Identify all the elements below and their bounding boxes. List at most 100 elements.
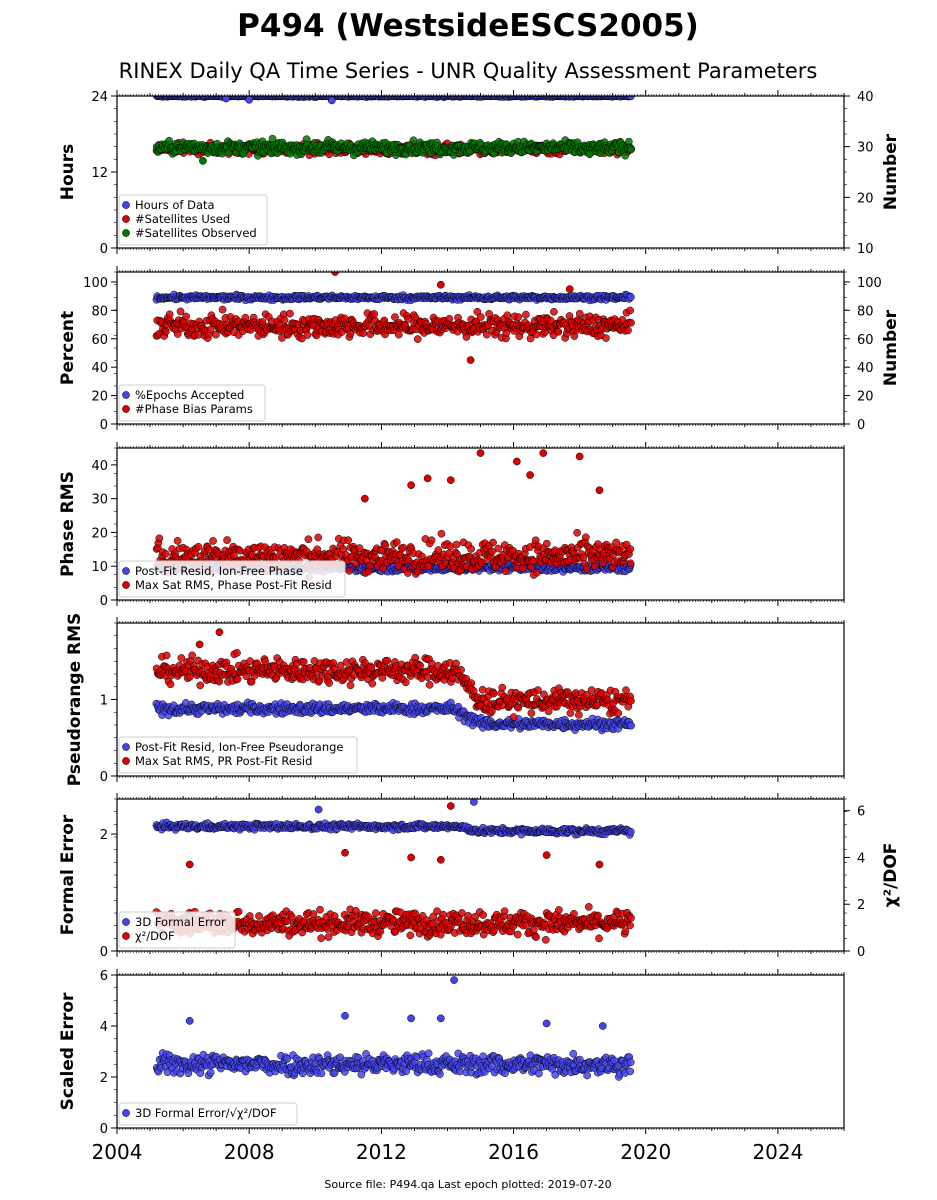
legend: Hours of Data#Satellites Used#Satellites… — [118, 194, 268, 246]
outlier-point — [526, 471, 534, 479]
y2-tick-label: 20 — [857, 390, 874, 405]
series-3 — [152, 134, 635, 165]
data-point — [602, 334, 610, 342]
data-point — [501, 567, 510, 576]
y2-tick-label: 40 — [857, 90, 874, 105]
y-tick-label: 20 — [91, 390, 108, 405]
data-point — [532, 330, 541, 339]
data-point — [467, 545, 475, 553]
outlier-point — [360, 494, 369, 503]
y-tick-label: 0 — [100, 418, 108, 433]
legend-label: %Epochs Accepted — [135, 388, 244, 402]
y-tick-label: 30 — [91, 493, 108, 508]
y-tick-label: 20 — [91, 526, 108, 541]
data-point — [209, 537, 217, 545]
y-tick-label: 0 — [100, 242, 108, 257]
legend-label: #Satellites Used — [135, 212, 230, 226]
data-point — [215, 677, 224, 686]
outlier-point — [215, 628, 224, 637]
legend-label: Max Sat RMS, Phase Post-Fit Resid — [135, 578, 332, 592]
data-point — [162, 651, 171, 660]
data-point — [522, 310, 530, 319]
y2-tick-label: 10 — [857, 242, 874, 257]
outlier-point — [585, 150, 594, 159]
y-tick-label: 80 — [91, 304, 108, 319]
data-point — [452, 659, 460, 668]
outlier-point — [407, 481, 415, 490]
data-point — [188, 651, 196, 660]
outlier-point — [513, 457, 521, 466]
data-point — [503, 311, 512, 320]
y-tick-label: 1 — [100, 694, 108, 709]
data-point — [457, 665, 465, 674]
data-point — [211, 330, 220, 339]
data-point — [622, 686, 630, 695]
data-point — [166, 680, 175, 689]
data-point — [344, 536, 353, 545]
data-point — [173, 537, 182, 545]
data-point — [425, 680, 434, 689]
data-point — [498, 683, 507, 692]
y-axis-label: Hours — [58, 144, 78, 201]
data-point — [575, 309, 584, 318]
y2-axis-label: Number — [881, 309, 901, 386]
legend-marker — [122, 757, 130, 765]
data-point — [194, 542, 203, 551]
data-point — [427, 536, 436, 545]
data-point — [271, 553, 280, 562]
figure-title: P494 (WestsideESCS2005) — [237, 8, 699, 44]
data-point — [345, 566, 354, 575]
legend-marker — [122, 201, 130, 209]
outlier-point — [446, 476, 455, 484]
data-point — [478, 685, 487, 694]
legend-marker — [122, 581, 130, 589]
y2-tick-label: 40 — [857, 361, 874, 376]
data-point — [626, 559, 635, 568]
data-point — [489, 689, 498, 698]
data-point — [280, 316, 289, 324]
data-point — [627, 293, 635, 301]
legend-label: Hours of Data — [135, 198, 215, 212]
y-tick-label: 12 — [91, 166, 108, 181]
outlier-point — [575, 452, 584, 461]
y2-tick-label: 2 — [857, 898, 865, 913]
y2-tick-label: 30 — [857, 141, 874, 156]
y-tick-label: 60 — [91, 333, 108, 348]
outlier-point — [476, 449, 485, 457]
data-point — [416, 661, 424, 670]
data-point — [591, 562, 599, 571]
data-point — [409, 136, 418, 145]
data-point — [624, 326, 632, 335]
y-tick-label: 40 — [91, 459, 108, 474]
data-point — [544, 707, 553, 716]
legend-marker — [122, 567, 130, 575]
y-axis-label: Phase RMS — [58, 471, 78, 577]
series-1 — [152, 96, 635, 105]
data-point — [413, 335, 422, 343]
outlier-point — [195, 640, 204, 649]
data-point — [381, 541, 390, 550]
data-point — [477, 559, 486, 568]
y-tick-label: 2 — [100, 828, 108, 843]
y2-tick-label: 0 — [857, 418, 865, 433]
outlier-point — [245, 96, 254, 104]
data-point — [370, 310, 379, 318]
y-tick-label: 0 — [100, 594, 108, 609]
data-point — [626, 545, 635, 553]
data-point — [218, 305, 227, 314]
y2-tick-label: 100 — [857, 276, 882, 291]
data-point — [550, 307, 558, 316]
outlier-point — [222, 96, 230, 103]
y-ticks-left: 02 — [100, 798, 117, 960]
outlier-point — [436, 280, 445, 289]
data-point — [161, 327, 170, 336]
data-point — [340, 314, 349, 323]
data-point — [394, 330, 403, 339]
data-point — [392, 538, 401, 546]
